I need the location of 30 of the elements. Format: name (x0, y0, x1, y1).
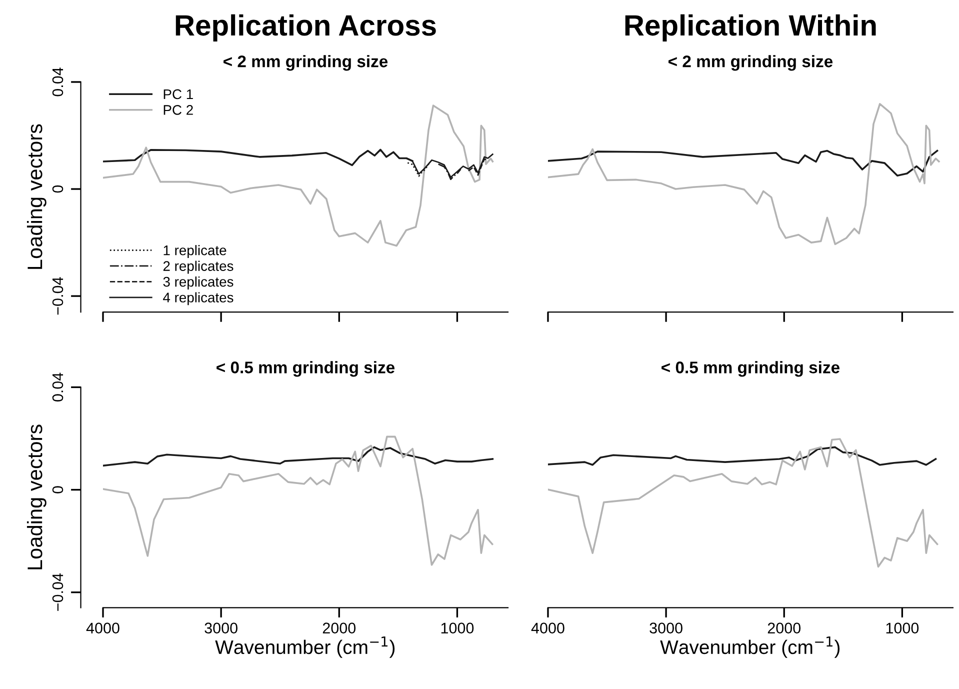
x-tick-label: 2000 (768, 622, 801, 634)
legend-label: PC 1 (164, 89, 193, 100)
x-axis-title: Wavenumber (cm$^{−1}$) (660, 636, 840, 658)
chart-subtitle: < 0.5 mm grinding size (216, 361, 395, 377)
legend-label: 4 replicates (163, 292, 234, 306)
y-axis-title: Loading vectors (26, 124, 46, 269)
y-tick-label: 0 (52, 185, 64, 193)
chart-subtitle: < 2 mm grinding size (224, 55, 388, 71)
chart-subtitle: < 0.5 mm grinding size (662, 361, 840, 377)
x-tick-label: 4000 (531, 622, 564, 634)
x-tick-label: 1000 (886, 622, 919, 634)
chart-title: Replication Within (625, 14, 876, 42)
y-tick-label: 0.04 (52, 372, 64, 402)
x-tick-label: 2000 (322, 622, 356, 634)
x-axis-title: Wavenumber (cm$^{−1}$) (215, 636, 395, 658)
x-tick-label: 4000 (86, 622, 120, 634)
chart-title: Replication Across (176, 14, 436, 42)
x-tick-label: 3000 (204, 622, 238, 634)
y-tick-label: −0.04 (52, 573, 64, 611)
legend-label: 1 replicate (164, 245, 226, 258)
x-tick-label: 3000 (650, 622, 682, 634)
chart-subtitle: < 2 mm grinding size (668, 55, 833, 71)
y-axis-title: Loading vectors (26, 424, 46, 570)
y-tick-label: 0 (52, 486, 64, 494)
y-tick-label: −0.04 (52, 277, 64, 315)
y-tick-label: 0.04 (52, 68, 64, 96)
legend-label: PC 2 (164, 105, 193, 115)
x-tick-label: 1000 (441, 622, 474, 634)
legend-label: 2 replicates (163, 260, 234, 274)
legend-label: 3 replicates (163, 276, 234, 290)
